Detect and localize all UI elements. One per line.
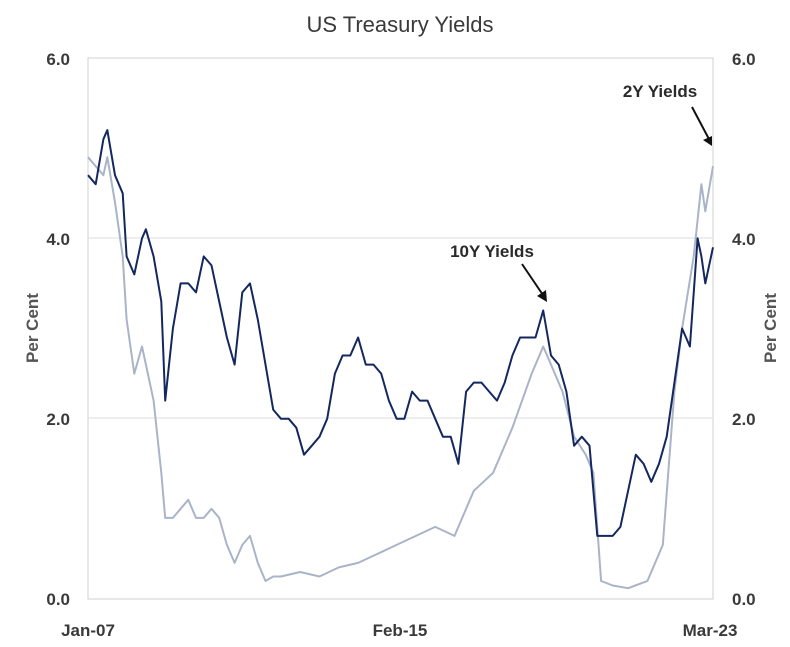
annotation-2y-arrowhead-icon: [703, 136, 712, 146]
y-axis-label-left: Per Cent: [23, 293, 42, 363]
annotation-10y-arrow: [521, 263, 546, 299]
ytick-left-4: 4.0: [46, 230, 70, 249]
xtick-jan-07: Jan-07: [61, 621, 115, 640]
annotation-2y-arrow: [691, 106, 711, 142]
ytick-right-2: 2.0: [732, 410, 756, 429]
ytick-left-6: 6.0: [46, 50, 70, 69]
ytick-left-0: 0.0: [46, 590, 70, 609]
ytick-right-0: 0.0: [732, 590, 756, 609]
series-10y-line: [87, 129, 714, 537]
chart-title: US Treasury Yields: [306, 12, 493, 37]
series-2y-line: [87, 156, 714, 590]
annotation-10y-arrowhead-icon: [537, 290, 547, 302]
xtick-feb-15: Feb-15: [373, 621, 428, 640]
xtick-mar-23: Mar-23: [683, 621, 738, 640]
annotation-2y-label: 2Y Yields: [623, 82, 697, 101]
y-axis-label-right: Per Cent: [761, 293, 780, 363]
ytick-right-4: 4.0: [732, 230, 756, 249]
annotation-10y-label: 10Y Yields: [450, 242, 534, 261]
plot-area: [87, 57, 714, 600]
ytick-right-6: 6.0: [732, 50, 756, 69]
ytick-left-2: 2.0: [46, 410, 70, 429]
